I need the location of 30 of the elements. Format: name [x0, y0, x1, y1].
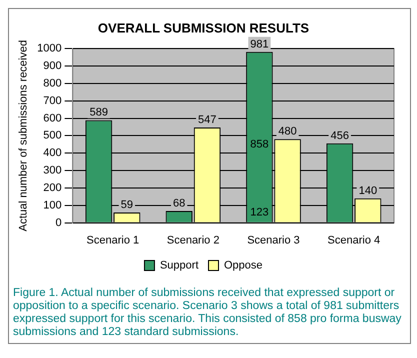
data-label: 480 [278, 126, 297, 138]
y-tick-label: 100 [43, 199, 62, 212]
data-label: 589 [90, 106, 108, 119]
annotation: 858 [250, 138, 269, 150]
data-label: 68 [172, 197, 186, 210]
data-label: 59 [120, 199, 134, 212]
y-tick-label: 500 [43, 130, 62, 142]
y-axis-title: Actual number of submissions received [18, 40, 30, 232]
y-tick-label: 900 [43, 60, 62, 72]
x-tick-label: Scenario 1 [86, 234, 140, 246]
legend-label: Support [160, 260, 199, 272]
data-label: 140 [358, 184, 378, 197]
data-label: 981 [250, 38, 269, 50]
x-tick-label: Scenario 2 [166, 234, 220, 246]
y-tick-label: 1000 [37, 42, 62, 55]
data-label: 456 [330, 130, 349, 142]
x-tick-label: Scenario 3 [247, 234, 300, 246]
chart-title: OVERALL SUBMISSION RESULTS [98, 20, 310, 36]
y-tick-label: 800 [43, 77, 62, 90]
y-tick-label: 400 [43, 147, 62, 160]
data-label: 547 [198, 114, 216, 126]
y-tick-label: 200 [43, 182, 62, 194]
caption: Figure 1. Actual number of submissions received that expressed support or opposition to a specific scenario. Scenario 3 shows a total of 981 submitters expressed support for this scenario. This consisted of 858 pro forma busway submissions and 123 standard submissions. [12, 286, 402, 340]
legend-label: Oppose [224, 260, 263, 272]
annotation: 123 [250, 206, 269, 218]
y-tick-label: 300 [43, 164, 62, 177]
x-tick-label: Scenario 4 [328, 234, 380, 246]
y-tick-label: 600 [43, 112, 62, 124]
y-tick-label: 0 [56, 216, 62, 229]
y-tick-label: 700 [43, 94, 62, 107]
